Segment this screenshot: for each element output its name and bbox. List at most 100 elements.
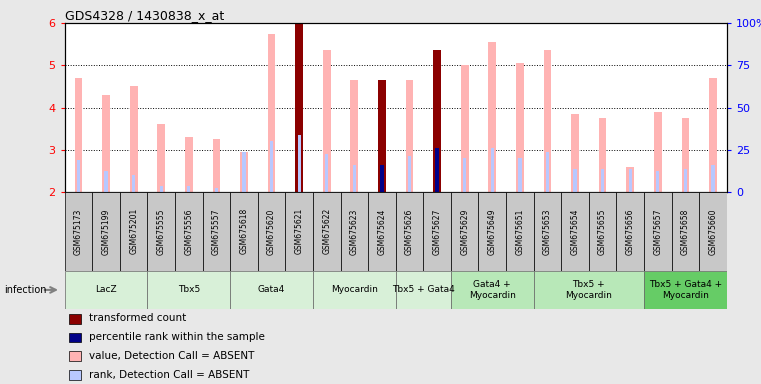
- Bar: [352, 165, 356, 192]
- Text: Gata4: Gata4: [258, 285, 285, 295]
- Bar: [148, 192, 175, 271]
- Bar: [160, 186, 163, 192]
- Bar: [451, 192, 479, 271]
- Bar: [712, 165, 715, 192]
- Bar: [396, 192, 423, 271]
- Bar: [518, 158, 521, 192]
- Bar: [435, 148, 439, 192]
- Bar: [491, 148, 494, 192]
- Bar: [230, 192, 258, 271]
- Bar: [380, 165, 384, 192]
- Text: rank, Detection Call = ABSENT: rank, Detection Call = ABSENT: [88, 370, 249, 380]
- Text: LacZ: LacZ: [95, 285, 117, 295]
- Text: GDS4328 / 1430838_x_at: GDS4328 / 1430838_x_at: [65, 9, 224, 22]
- Bar: [573, 169, 577, 192]
- Bar: [461, 65, 469, 192]
- Bar: [313, 192, 340, 271]
- Bar: [102, 95, 110, 192]
- Bar: [463, 158, 466, 192]
- Bar: [68, 370, 81, 380]
- Bar: [626, 167, 634, 192]
- Bar: [148, 271, 230, 309]
- Bar: [341, 192, 368, 271]
- Bar: [561, 192, 589, 271]
- Bar: [325, 154, 329, 192]
- Text: GSM675620: GSM675620: [267, 208, 276, 255]
- Text: GSM675556: GSM675556: [184, 208, 193, 255]
- Text: GSM675629: GSM675629: [460, 208, 470, 255]
- Bar: [479, 192, 506, 271]
- Bar: [104, 171, 108, 192]
- Bar: [120, 192, 148, 271]
- Text: Tbx5 + Gata4 +
Myocardin: Tbx5 + Gata4 + Myocardin: [649, 280, 722, 300]
- Bar: [533, 271, 644, 309]
- Bar: [68, 333, 81, 343]
- Text: GSM675658: GSM675658: [681, 208, 690, 255]
- Text: GSM675173: GSM675173: [74, 208, 83, 255]
- Bar: [629, 169, 632, 192]
- Text: Myocardin: Myocardin: [331, 285, 377, 295]
- Bar: [158, 124, 165, 192]
- Bar: [683, 169, 687, 192]
- Bar: [572, 114, 579, 192]
- Bar: [406, 80, 413, 192]
- Bar: [323, 51, 330, 192]
- Text: GSM675660: GSM675660: [708, 208, 718, 255]
- Bar: [242, 152, 246, 192]
- Bar: [589, 192, 616, 271]
- Text: value, Detection Call = ABSENT: value, Detection Call = ABSENT: [88, 351, 254, 361]
- Bar: [77, 161, 80, 192]
- Text: GSM675555: GSM675555: [157, 208, 166, 255]
- Bar: [656, 171, 660, 192]
- Bar: [396, 271, 451, 309]
- Bar: [533, 192, 561, 271]
- Text: GSM675201: GSM675201: [129, 208, 139, 255]
- Bar: [132, 175, 135, 192]
- Text: GSM675649: GSM675649: [488, 208, 497, 255]
- Text: percentile rank within the sample: percentile rank within the sample: [88, 332, 264, 342]
- Bar: [295, 23, 303, 192]
- Bar: [240, 152, 248, 192]
- Bar: [489, 42, 496, 192]
- Bar: [699, 192, 727, 271]
- Bar: [709, 78, 717, 192]
- Bar: [408, 156, 411, 192]
- Text: GSM675626: GSM675626: [405, 208, 414, 255]
- Text: GSM675656: GSM675656: [626, 208, 635, 255]
- Text: GSM675624: GSM675624: [377, 208, 387, 255]
- Text: GSM675623: GSM675623: [350, 208, 359, 255]
- Text: GSM675651: GSM675651: [515, 208, 524, 255]
- Bar: [671, 192, 699, 271]
- Text: GSM675627: GSM675627: [432, 208, 441, 255]
- Bar: [285, 192, 313, 271]
- Bar: [230, 271, 313, 309]
- Bar: [313, 271, 396, 309]
- Text: GSM675621: GSM675621: [295, 208, 304, 255]
- Bar: [378, 80, 386, 192]
- Text: transformed count: transformed count: [88, 313, 186, 323]
- Text: Tbx5 +
Myocardin: Tbx5 + Myocardin: [565, 280, 613, 300]
- Text: Tbx5: Tbx5: [178, 285, 200, 295]
- Bar: [215, 188, 218, 192]
- Text: GSM675199: GSM675199: [101, 208, 110, 255]
- Text: GSM675655: GSM675655: [598, 208, 607, 255]
- Bar: [270, 141, 273, 192]
- Bar: [351, 80, 358, 192]
- Bar: [543, 51, 551, 192]
- Bar: [68, 314, 81, 324]
- Text: Gata4 +
Myocardin: Gata4 + Myocardin: [469, 280, 516, 300]
- Bar: [212, 139, 220, 192]
- Bar: [654, 112, 661, 192]
- Bar: [451, 271, 533, 309]
- Text: GSM675618: GSM675618: [240, 208, 249, 255]
- Bar: [516, 63, 524, 192]
- Text: Tbx5 + Gata4: Tbx5 + Gata4: [392, 285, 454, 295]
- Bar: [202, 192, 230, 271]
- Bar: [506, 192, 533, 271]
- Bar: [187, 186, 190, 192]
- Bar: [130, 86, 138, 192]
- Bar: [546, 152, 549, 192]
- Bar: [423, 192, 451, 271]
- Bar: [601, 169, 604, 192]
- Bar: [75, 78, 82, 192]
